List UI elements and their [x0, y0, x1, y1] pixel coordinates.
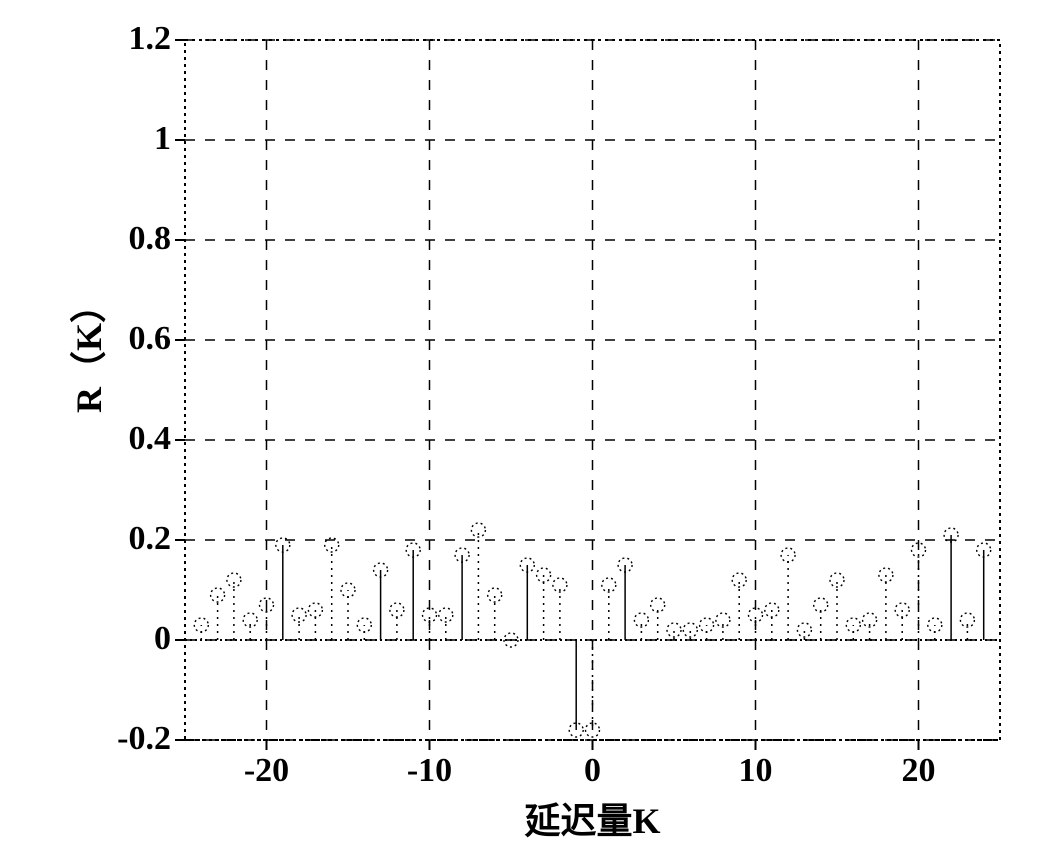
y-tick-label: 0.8	[71, 220, 171, 258]
y-tick-label: 0.6	[71, 320, 171, 358]
y-tick-label: 0.2	[71, 520, 171, 558]
x-axis-label: 延迟量K	[185, 792, 1000, 844]
x-tick-label: 0	[543, 752, 643, 790]
y-tick-label: 0	[71, 620, 171, 658]
x-tick-label: 10	[706, 752, 806, 790]
x-tick-label: -20	[217, 752, 317, 790]
y-tick-label: 1	[71, 120, 171, 158]
x-tick-label: 20	[869, 752, 969, 790]
y-tick-label: -0.2	[71, 720, 171, 758]
x-tick-label: -10	[380, 752, 480, 790]
y-tick-label: 1.2	[71, 20, 171, 58]
chart-container: R（K） 延迟量K -20-1001020-0.200.20.40.60.811…	[0, 0, 1042, 853]
y-tick-label: 0.4	[71, 420, 171, 458]
